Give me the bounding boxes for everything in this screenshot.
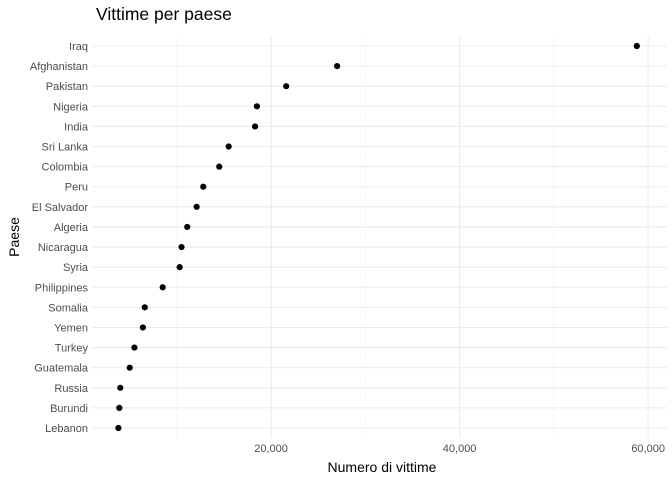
x-tick-label: 60,000 [631, 443, 665, 455]
y-tick-label: Somalia [48, 302, 89, 314]
y-tick-label: Sri Lanka [42, 142, 89, 154]
y-tick-label: Pakistan [46, 81, 88, 93]
data-point [178, 243, 185, 251]
data-point [115, 424, 122, 432]
y-tick-label: Russia [54, 383, 89, 395]
data-point [117, 384, 124, 391]
y-tick-label: Nicaragua [38, 242, 89, 254]
data-point [159, 284, 166, 291]
y-tick-label: Syria [63, 262, 89, 274]
y-tick-label: El Salvador [32, 202, 89, 214]
data-point [193, 203, 200, 210]
y-tick-label: Turkey [55, 343, 89, 355]
chart-title: Vittime per paese [96, 4, 232, 24]
x-tick-label: 20,000 [254, 443, 288, 455]
data-point [139, 324, 147, 331]
data-point [283, 83, 290, 90]
x-tick-label: 40,000 [443, 443, 477, 455]
grid [92, 36, 667, 438]
data-point [225, 143, 232, 150]
y-tick-label: India [64, 121, 89, 133]
data-point [141, 304, 148, 311]
y-axis-title: Paese [6, 217, 22, 257]
y-tick-labels: Iraq Afghanistan Pakistan Nigeria India Sri L… [30, 41, 89, 435]
y-tick-label: Philippines [35, 282, 89, 294]
y-tick-label: Guatemala [34, 363, 89, 375]
data-point [126, 364, 133, 371]
data-point [633, 42, 640, 50]
data-point [184, 223, 191, 231]
y-tick-label: Nigeria [53, 101, 89, 113]
y-tick-label: Lebanon [45, 423, 88, 435]
y-tick-label: Yemen [54, 322, 88, 334]
y-tick-label: Peru [65, 182, 88, 194]
data-point [131, 344, 138, 351]
x-axis-title: Numero di vittime [328, 459, 437, 475]
data-point [333, 63, 341, 70]
y-tick-label: Colombia [42, 162, 89, 174]
data-point [200, 183, 207, 190]
y-tick-label: Iraq [69, 41, 88, 53]
y-tick-label: Burundi [50, 403, 88, 415]
data-points [115, 42, 640, 432]
data-point [251, 123, 259, 130]
data-point [176, 264, 183, 271]
data-point [216, 163, 223, 170]
y-tick-label: Afghanistan [30, 61, 88, 73]
data-point [253, 103, 261, 110]
x-tick-labels: 20,000 40,000 60,000 [254, 443, 665, 455]
data-point [116, 404, 123, 411]
y-tick-label: Algeria [54, 222, 89, 234]
